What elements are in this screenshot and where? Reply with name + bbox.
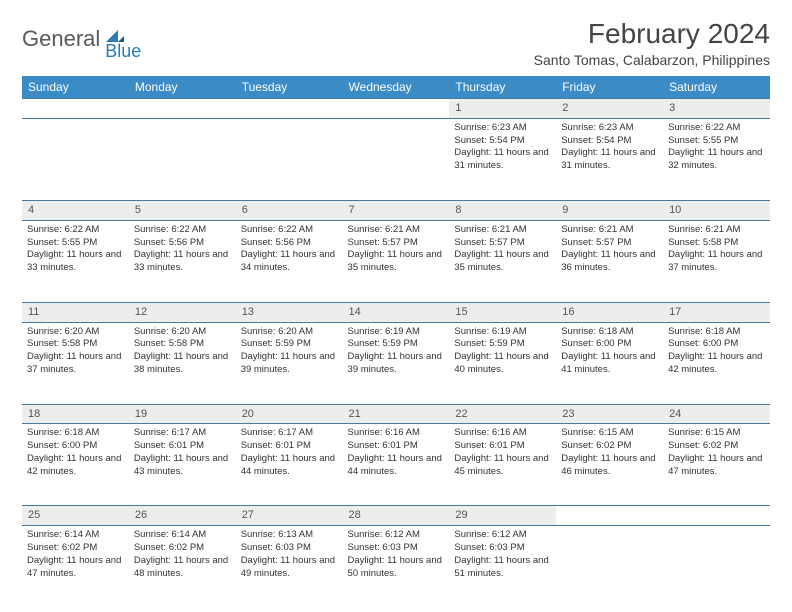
day-content-row: Sunrise: 6:23 AM Sunset: 5:54 PM Dayligh… bbox=[22, 118, 770, 200]
day-cell bbox=[343, 118, 450, 200]
day-content-row: Sunrise: 6:20 AM Sunset: 5:58 PM Dayligh… bbox=[22, 322, 770, 404]
day-cell: Sunrise: 6:17 AM Sunset: 6:01 PM Dayligh… bbox=[236, 424, 343, 506]
day-cell bbox=[236, 118, 343, 200]
day-number: 25 bbox=[22, 506, 129, 526]
day-cell: Sunrise: 6:19 AM Sunset: 5:59 PM Dayligh… bbox=[343, 322, 450, 404]
day-number: 12 bbox=[129, 302, 236, 322]
day-number: 19 bbox=[129, 404, 236, 424]
day-content-row: Sunrise: 6:14 AM Sunset: 6:02 PM Dayligh… bbox=[22, 526, 770, 608]
day-cell: Sunrise: 6:18 AM Sunset: 6:00 PM Dayligh… bbox=[22, 424, 129, 506]
day-number: 2 bbox=[556, 99, 663, 119]
logo-text-general: General bbox=[22, 26, 100, 52]
day-cell: Sunrise: 6:21 AM Sunset: 5:57 PM Dayligh… bbox=[556, 220, 663, 302]
weekday-header: Saturday bbox=[663, 76, 770, 99]
day-number: 27 bbox=[236, 506, 343, 526]
calendar-table: Sunday Monday Tuesday Wednesday Thursday… bbox=[22, 76, 770, 608]
day-cell: Sunrise: 6:12 AM Sunset: 6:03 PM Dayligh… bbox=[343, 526, 450, 608]
day-cell: Sunrise: 6:22 AM Sunset: 5:55 PM Dayligh… bbox=[22, 220, 129, 302]
day-number-row: 18192021222324 bbox=[22, 404, 770, 424]
day-cell: Sunrise: 6:12 AM Sunset: 6:03 PM Dayligh… bbox=[449, 526, 556, 608]
day-cell: Sunrise: 6:13 AM Sunset: 6:03 PM Dayligh… bbox=[236, 526, 343, 608]
weekday-header: Wednesday bbox=[343, 76, 450, 99]
logo-text-blue: Blue bbox=[105, 41, 141, 62]
day-number: 11 bbox=[22, 302, 129, 322]
day-cell: Sunrise: 6:14 AM Sunset: 6:02 PM Dayligh… bbox=[22, 526, 129, 608]
day-cell: Sunrise: 6:14 AM Sunset: 6:02 PM Dayligh… bbox=[129, 526, 236, 608]
day-number: 26 bbox=[129, 506, 236, 526]
day-cell: Sunrise: 6:21 AM Sunset: 5:57 PM Dayligh… bbox=[343, 220, 450, 302]
day-content-row: Sunrise: 6:18 AM Sunset: 6:00 PM Dayligh… bbox=[22, 424, 770, 506]
day-cell: Sunrise: 6:20 AM Sunset: 5:58 PM Dayligh… bbox=[129, 322, 236, 404]
day-number-row: 11121314151617 bbox=[22, 302, 770, 322]
weekday-header: Monday bbox=[129, 76, 236, 99]
day-number: 5 bbox=[129, 200, 236, 220]
day-cell: Sunrise: 6:23 AM Sunset: 5:54 PM Dayligh… bbox=[449, 118, 556, 200]
day-cell bbox=[129, 118, 236, 200]
day-cell bbox=[22, 118, 129, 200]
day-cell: Sunrise: 6:16 AM Sunset: 6:01 PM Dayligh… bbox=[343, 424, 450, 506]
day-number: 16 bbox=[556, 302, 663, 322]
day-cell: Sunrise: 6:22 AM Sunset: 5:56 PM Dayligh… bbox=[236, 220, 343, 302]
day-number: 3 bbox=[663, 99, 770, 119]
day-cell: Sunrise: 6:15 AM Sunset: 6:02 PM Dayligh… bbox=[663, 424, 770, 506]
day-cell: Sunrise: 6:19 AM Sunset: 5:59 PM Dayligh… bbox=[449, 322, 556, 404]
day-number-row: 45678910 bbox=[22, 200, 770, 220]
weekday-header: Tuesday bbox=[236, 76, 343, 99]
day-number: 4 bbox=[22, 200, 129, 220]
day-cell: Sunrise: 6:18 AM Sunset: 6:00 PM Dayligh… bbox=[556, 322, 663, 404]
day-number: 21 bbox=[343, 404, 450, 424]
day-number: 20 bbox=[236, 404, 343, 424]
day-cell bbox=[663, 526, 770, 608]
day-number: 9 bbox=[556, 200, 663, 220]
day-number: 1 bbox=[449, 99, 556, 119]
header: General Blue February 2024 Santo Tomas, … bbox=[22, 18, 770, 68]
day-number bbox=[129, 99, 236, 119]
day-number: 8 bbox=[449, 200, 556, 220]
month-title: February 2024 bbox=[534, 18, 770, 50]
weekday-header-row: Sunday Monday Tuesday Wednesday Thursday… bbox=[22, 76, 770, 99]
day-number bbox=[556, 506, 663, 526]
day-number: 15 bbox=[449, 302, 556, 322]
day-number: 22 bbox=[449, 404, 556, 424]
day-cell: Sunrise: 6:22 AM Sunset: 5:55 PM Dayligh… bbox=[663, 118, 770, 200]
day-cell: Sunrise: 6:15 AM Sunset: 6:02 PM Dayligh… bbox=[556, 424, 663, 506]
day-number: 28 bbox=[343, 506, 450, 526]
day-number: 18 bbox=[22, 404, 129, 424]
day-number: 7 bbox=[343, 200, 450, 220]
day-number-row: 123 bbox=[22, 99, 770, 119]
day-number bbox=[663, 506, 770, 526]
day-number: 13 bbox=[236, 302, 343, 322]
day-cell: Sunrise: 6:20 AM Sunset: 5:58 PM Dayligh… bbox=[22, 322, 129, 404]
weekday-header: Friday bbox=[556, 76, 663, 99]
day-number: 10 bbox=[663, 200, 770, 220]
day-cell: Sunrise: 6:18 AM Sunset: 6:00 PM Dayligh… bbox=[663, 322, 770, 404]
day-number bbox=[343, 99, 450, 119]
weekday-header: Thursday bbox=[449, 76, 556, 99]
day-number: 23 bbox=[556, 404, 663, 424]
day-content-row: Sunrise: 6:22 AM Sunset: 5:55 PM Dayligh… bbox=[22, 220, 770, 302]
title-block: February 2024 Santo Tomas, Calabarzon, P… bbox=[534, 18, 770, 68]
day-cell: Sunrise: 6:22 AM Sunset: 5:56 PM Dayligh… bbox=[129, 220, 236, 302]
day-number: 29 bbox=[449, 506, 556, 526]
day-number: 24 bbox=[663, 404, 770, 424]
day-number: 6 bbox=[236, 200, 343, 220]
day-number: 17 bbox=[663, 302, 770, 322]
day-number bbox=[22, 99, 129, 119]
weekday-header: Sunday bbox=[22, 76, 129, 99]
day-cell bbox=[556, 526, 663, 608]
day-cell: Sunrise: 6:16 AM Sunset: 6:01 PM Dayligh… bbox=[449, 424, 556, 506]
day-number-row: 2526272829 bbox=[22, 506, 770, 526]
day-cell: Sunrise: 6:21 AM Sunset: 5:57 PM Dayligh… bbox=[449, 220, 556, 302]
day-number: 14 bbox=[343, 302, 450, 322]
day-number bbox=[236, 99, 343, 119]
day-cell: Sunrise: 6:20 AM Sunset: 5:59 PM Dayligh… bbox=[236, 322, 343, 404]
logo: General Blue bbox=[22, 26, 163, 52]
day-cell: Sunrise: 6:23 AM Sunset: 5:54 PM Dayligh… bbox=[556, 118, 663, 200]
day-cell: Sunrise: 6:17 AM Sunset: 6:01 PM Dayligh… bbox=[129, 424, 236, 506]
day-cell: Sunrise: 6:21 AM Sunset: 5:58 PM Dayligh… bbox=[663, 220, 770, 302]
location-label: Santo Tomas, Calabarzon, Philippines bbox=[534, 52, 770, 68]
